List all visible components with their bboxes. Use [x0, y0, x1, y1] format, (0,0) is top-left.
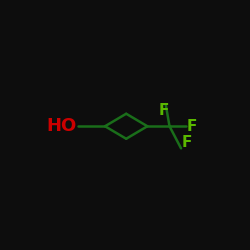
- Text: F: F: [182, 135, 192, 150]
- Text: HO: HO: [47, 117, 77, 135]
- Text: F: F: [158, 103, 169, 118]
- Text: F: F: [187, 119, 197, 134]
